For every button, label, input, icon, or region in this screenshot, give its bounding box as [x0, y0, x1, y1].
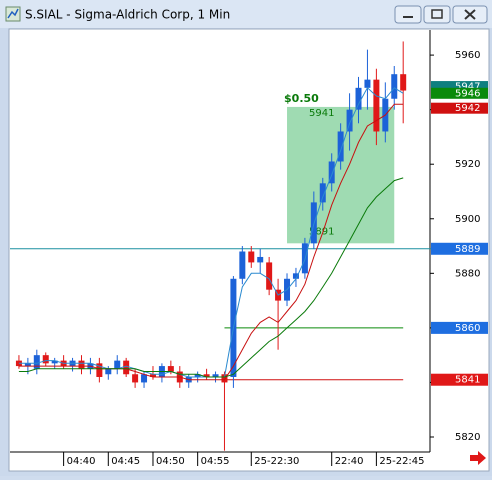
x-tick-label: 04:50 [156, 456, 185, 467]
minimize-button[interactable] [394, 5, 422, 24]
x-tick-label: 25-22:45 [379, 456, 424, 467]
candle-body [51, 360, 58, 364]
range-top-label: 5941 [309, 108, 334, 119]
y-tick-label: 5900 [455, 214, 480, 225]
average-line [18, 177, 404, 378]
candle-body [203, 374, 210, 377]
candle-body [319, 183, 326, 203]
level-tag [431, 242, 488, 255]
candle-body [400, 74, 407, 91]
candle-body [167, 366, 174, 372]
level-tag-label: 5860 [455, 323, 480, 334]
candle-body [328, 161, 335, 184]
x-tick-label: 22:40 [335, 456, 364, 467]
candle-body [248, 251, 255, 263]
level-tag [431, 321, 488, 334]
level-tag-label: 5841 [455, 375, 480, 386]
candle-body [149, 374, 156, 377]
candle-body [132, 374, 139, 383]
candle-body [355, 87, 362, 110]
price-tag-label: 5947 [455, 82, 480, 93]
candle-body [42, 355, 49, 364]
candle-body [33, 355, 40, 369]
maximize-button[interactable] [423, 5, 451, 24]
price-tag [431, 81, 488, 93]
candle-body [346, 109, 353, 132]
average-line [18, 103, 404, 381]
price-tag-label: 5942 [455, 103, 480, 114]
maximize-icon [431, 9, 443, 19]
y-tick-label: 5880 [455, 268, 480, 279]
window-buttons[interactable] [394, 5, 488, 24]
price-tag [431, 87, 488, 99]
candle-body [266, 262, 273, 290]
chart-area [8, 28, 490, 472]
candle-body [212, 374, 219, 377]
candle-body [364, 79, 371, 88]
candle-body [114, 360, 121, 369]
level-tag-label: 5889 [455, 244, 480, 255]
level-tag [431, 373, 488, 386]
window-title: S.SIAL - Sigma-Aldrich Corp, 1 Min [25, 8, 230, 22]
y-tick-label: 5820 [455, 432, 480, 443]
candle-body [373, 79, 380, 132]
price-tag [431, 102, 488, 114]
x-tick-label: 25-22:30 [254, 456, 299, 467]
candle-body [337, 131, 344, 162]
candle-body [78, 360, 85, 369]
window-icon-graph [7, 8, 19, 19]
x-tick-label: 04:40 [67, 456, 96, 467]
candle-body [194, 374, 201, 377]
price-tag-label: 5946 [455, 88, 480, 99]
candle-body [221, 374, 228, 383]
candle-body [24, 363, 31, 367]
candle-body [105, 368, 112, 375]
close-icon [464, 9, 476, 20]
scroll-arrow[interactable] [470, 451, 486, 465]
range-bottom-label: 5891 [309, 226, 334, 237]
x-tick-label: 04:55 [201, 456, 230, 467]
candle-body [257, 256, 264, 263]
plot: 5820584058605880590059205940596004:4004:… [10, 41, 488, 467]
candle-body [391, 74, 398, 99]
candle-body [292, 273, 299, 279]
y-tick-label: 5920 [455, 159, 480, 170]
candle-body [141, 374, 148, 383]
candle-body [96, 363, 103, 377]
candle-body [239, 251, 246, 279]
x-tick-label: 04:45 [111, 456, 140, 467]
candle-body [123, 360, 130, 375]
range-label: $0.50 [284, 92, 319, 105]
y-tick-label: 5960 [455, 50, 480, 61]
